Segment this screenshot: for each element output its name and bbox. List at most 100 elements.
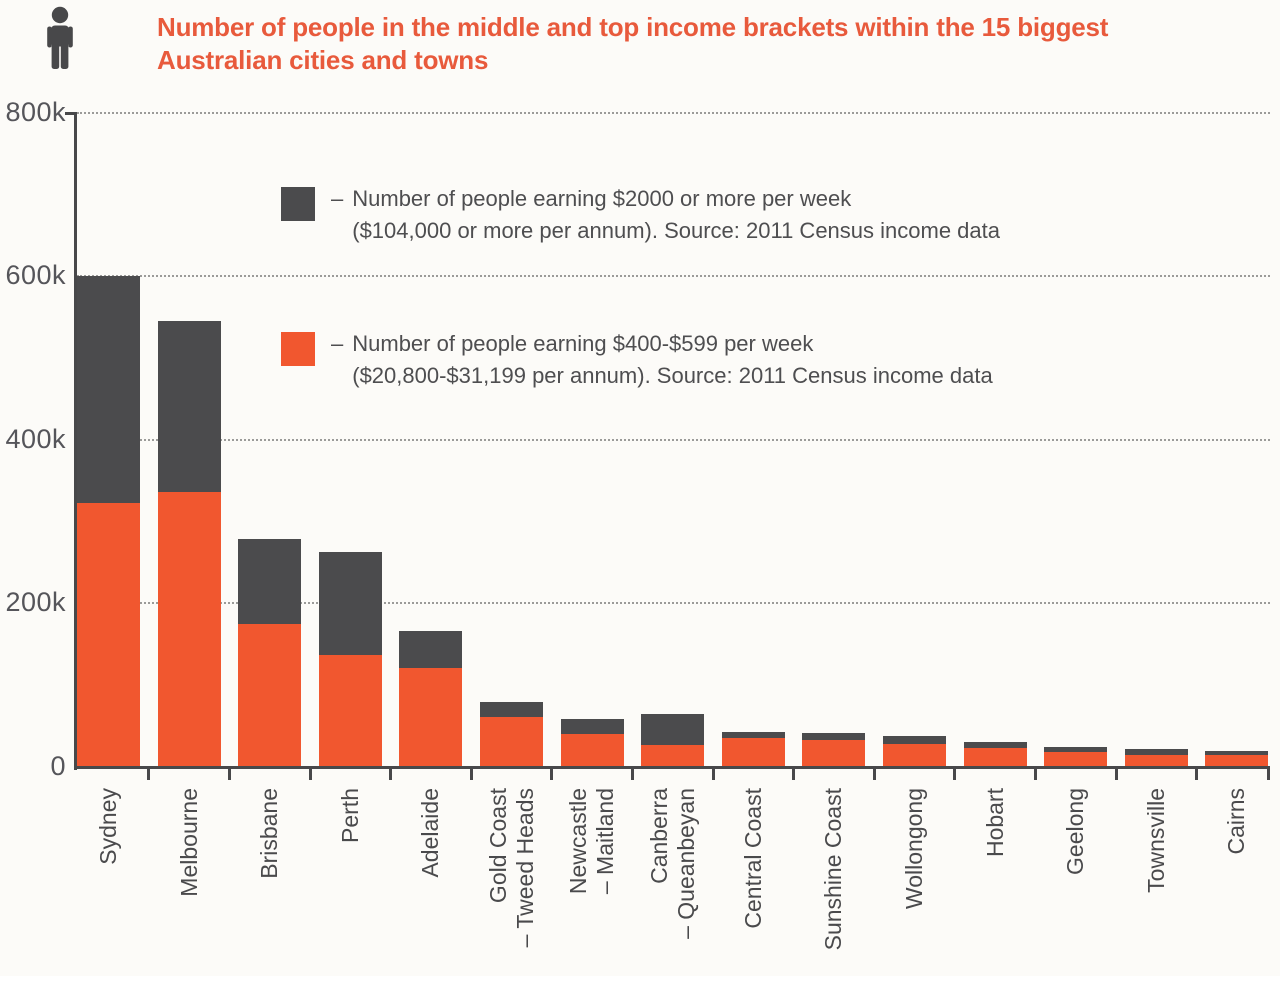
bar-gold-coast-middle-bracket-segment — [480, 716, 543, 767]
bar-central-coast-middle-bracket-segment — [721, 737, 785, 767]
bar-hobart-top-bracket-segment — [963, 741, 1027, 748]
bar-gold-coast-top-bracket-segment — [480, 701, 543, 717]
bar-melbourne-middle-bracket-segment — [157, 491, 221, 767]
bar-newcastle — [560, 719, 624, 767]
x-axis-line — [74, 766, 1270, 769]
gridline-600k — [77, 275, 1270, 278]
x-label-newcastle: Newcastle – Maitland — [565, 788, 619, 895]
bar-brisbane — [238, 539, 302, 767]
bar-cairns — [1205, 750, 1269, 767]
legend-item-middle-bracket: – Number of people earning $400-$599 per … — [281, 331, 993, 392]
legend-text: – Number of people earning $2000 or more … — [331, 183, 1000, 247]
x-label-sunshine-coast: Sunshine Coast — [820, 788, 847, 951]
bar-cairns-top-bracket-segment — [1205, 750, 1269, 756]
x-label-geelong: Geelong — [1062, 788, 1089, 875]
bar-central-coast-top-bracket-segment — [721, 731, 785, 738]
x-label-melbourne: Melbourne — [175, 788, 202, 897]
person-icon — [47, 6, 73, 69]
bar-canberra-top-bracket-segment — [641, 714, 705, 746]
y-tick-label-200k: 200k — [5, 587, 66, 618]
gridline-400k — [77, 438, 1270, 441]
legend-swatch-orange — [281, 332, 315, 366]
bar-adelaide — [399, 630, 463, 767]
bar-hobart — [963, 741, 1027, 767]
bar-cairns-middle-bracket-segment — [1205, 755, 1269, 767]
y-tick-label-600k: 600k — [5, 260, 66, 291]
legend-dash: – — [331, 331, 344, 356]
x-label-wollongong: Wollongong — [901, 788, 927, 910]
bar-melbourne-top-bracket-segment — [157, 321, 221, 492]
bar-wollongong — [883, 736, 946, 767]
x-axis-tick — [792, 769, 796, 780]
bar-sunshine-coast-top-bracket-segment — [802, 733, 866, 741]
bar-perth-middle-bracket-segment — [318, 654, 382, 767]
legend-swatch-dark — [281, 187, 315, 221]
x-label-townsville: Townsville — [1142, 788, 1169, 893]
x-axis-tick — [1195, 769, 1199, 780]
bar-geelong-top-bracket-segment — [1044, 746, 1108, 753]
x-axis-tick — [469, 769, 473, 780]
bar-perth — [318, 552, 382, 767]
bar-central-coast — [721, 731, 785, 767]
y-axis-top-tick — [65, 112, 74, 115]
bar-townsville-top-bracket-segment — [1124, 749, 1188, 756]
bar-canberra-middle-bracket-segment — [641, 745, 705, 767]
page-title: Number of people in the middle and top i… — [157, 12, 1109, 75]
x-axis-tick — [953, 769, 957, 780]
x-axis-tick — [711, 769, 715, 780]
x-label-central-coast: Central Coast — [739, 788, 766, 929]
bar-geelong — [1044, 746, 1108, 767]
bar-hobart-middle-bracket-segment — [963, 747, 1027, 767]
x-axis-end-tick — [1267, 769, 1270, 780]
bar-canberra — [641, 714, 705, 767]
x-axis-tick — [308, 769, 312, 780]
legend-label: Number of people earning $400-$599 per w… — [352, 331, 993, 388]
bar-adelaide-middle-bracket-segment — [399, 667, 463, 767]
income-bar-chart: Number of people in the middle and top i… — [5, 6, 1270, 951]
bar-sunshine-coast-middle-bracket-segment — [802, 740, 866, 767]
x-axis-tick — [389, 769, 393, 780]
bar-newcastle-top-bracket-segment — [560, 719, 624, 734]
bar-perth-top-bracket-segment — [318, 552, 382, 655]
gridline-800k — [77, 111, 1270, 114]
x-axis-tick — [1114, 769, 1118, 780]
x-label-hobart: Hobart — [981, 788, 1008, 858]
bar-brisbane-middle-bracket-segment — [238, 623, 302, 767]
legend-dash: – — [331, 186, 344, 211]
legend-item-top-bracket: – Number of people earning $2000 or more … — [281, 186, 1000, 247]
x-label-brisbane: Brisbane — [256, 788, 283, 879]
bar-geelong-middle-bracket-segment — [1044, 752, 1108, 767]
bar-adelaide-top-bracket-segment — [399, 630, 463, 668]
x-label-perth: Perth — [336, 788, 363, 843]
bar-sunshine-coast — [802, 733, 866, 767]
legend-label: Number of people earning $2000 or more p… — [352, 186, 1000, 243]
bar-wollongong-middle-bracket-segment — [883, 743, 946, 767]
bar-newcastle-middle-bracket-segment — [560, 733, 624, 767]
bar-townsville — [1124, 749, 1188, 767]
legend-text: – Number of people earning $400-$599 per … — [331, 328, 993, 392]
y-axis-line — [74, 112, 77, 770]
bar-melbourne — [157, 321, 221, 767]
x-label-cairns: Cairns — [1223, 788, 1250, 855]
x-axis-tick — [147, 769, 151, 780]
x-axis-tick — [630, 769, 634, 780]
y-tick-label-400k: 400k — [5, 423, 66, 454]
x-label-canberra: Canberra – Queanbeyan — [645, 788, 699, 939]
bar-gold-coast — [480, 701, 543, 767]
bar-townsville-middle-bracket-segment — [1124, 755, 1188, 767]
x-label-gold-coast: Gold Coast – Tweed Heads — [484, 788, 538, 948]
x-axis-tick — [872, 769, 876, 780]
x-axis-tick — [550, 769, 554, 780]
bar-wollongong-top-bracket-segment — [883, 736, 946, 744]
bar-sydney-middle-bracket-segment — [77, 502, 140, 767]
x-label-adelaide: Adelaide — [417, 788, 444, 878]
x-axis-tick — [1033, 769, 1037, 780]
bar-sydney — [77, 276, 140, 767]
bar-brisbane-top-bracket-segment — [238, 539, 302, 624]
x-axis-tick — [227, 769, 231, 780]
y-tick-label-800k: 800k — [5, 96, 66, 127]
x-label-sydney: Sydney — [95, 788, 121, 865]
gridline-200k — [77, 602, 1270, 605]
bar-sydney-top-bracket-segment — [77, 276, 140, 503]
y-tick-label-0: 0 — [50, 750, 66, 781]
